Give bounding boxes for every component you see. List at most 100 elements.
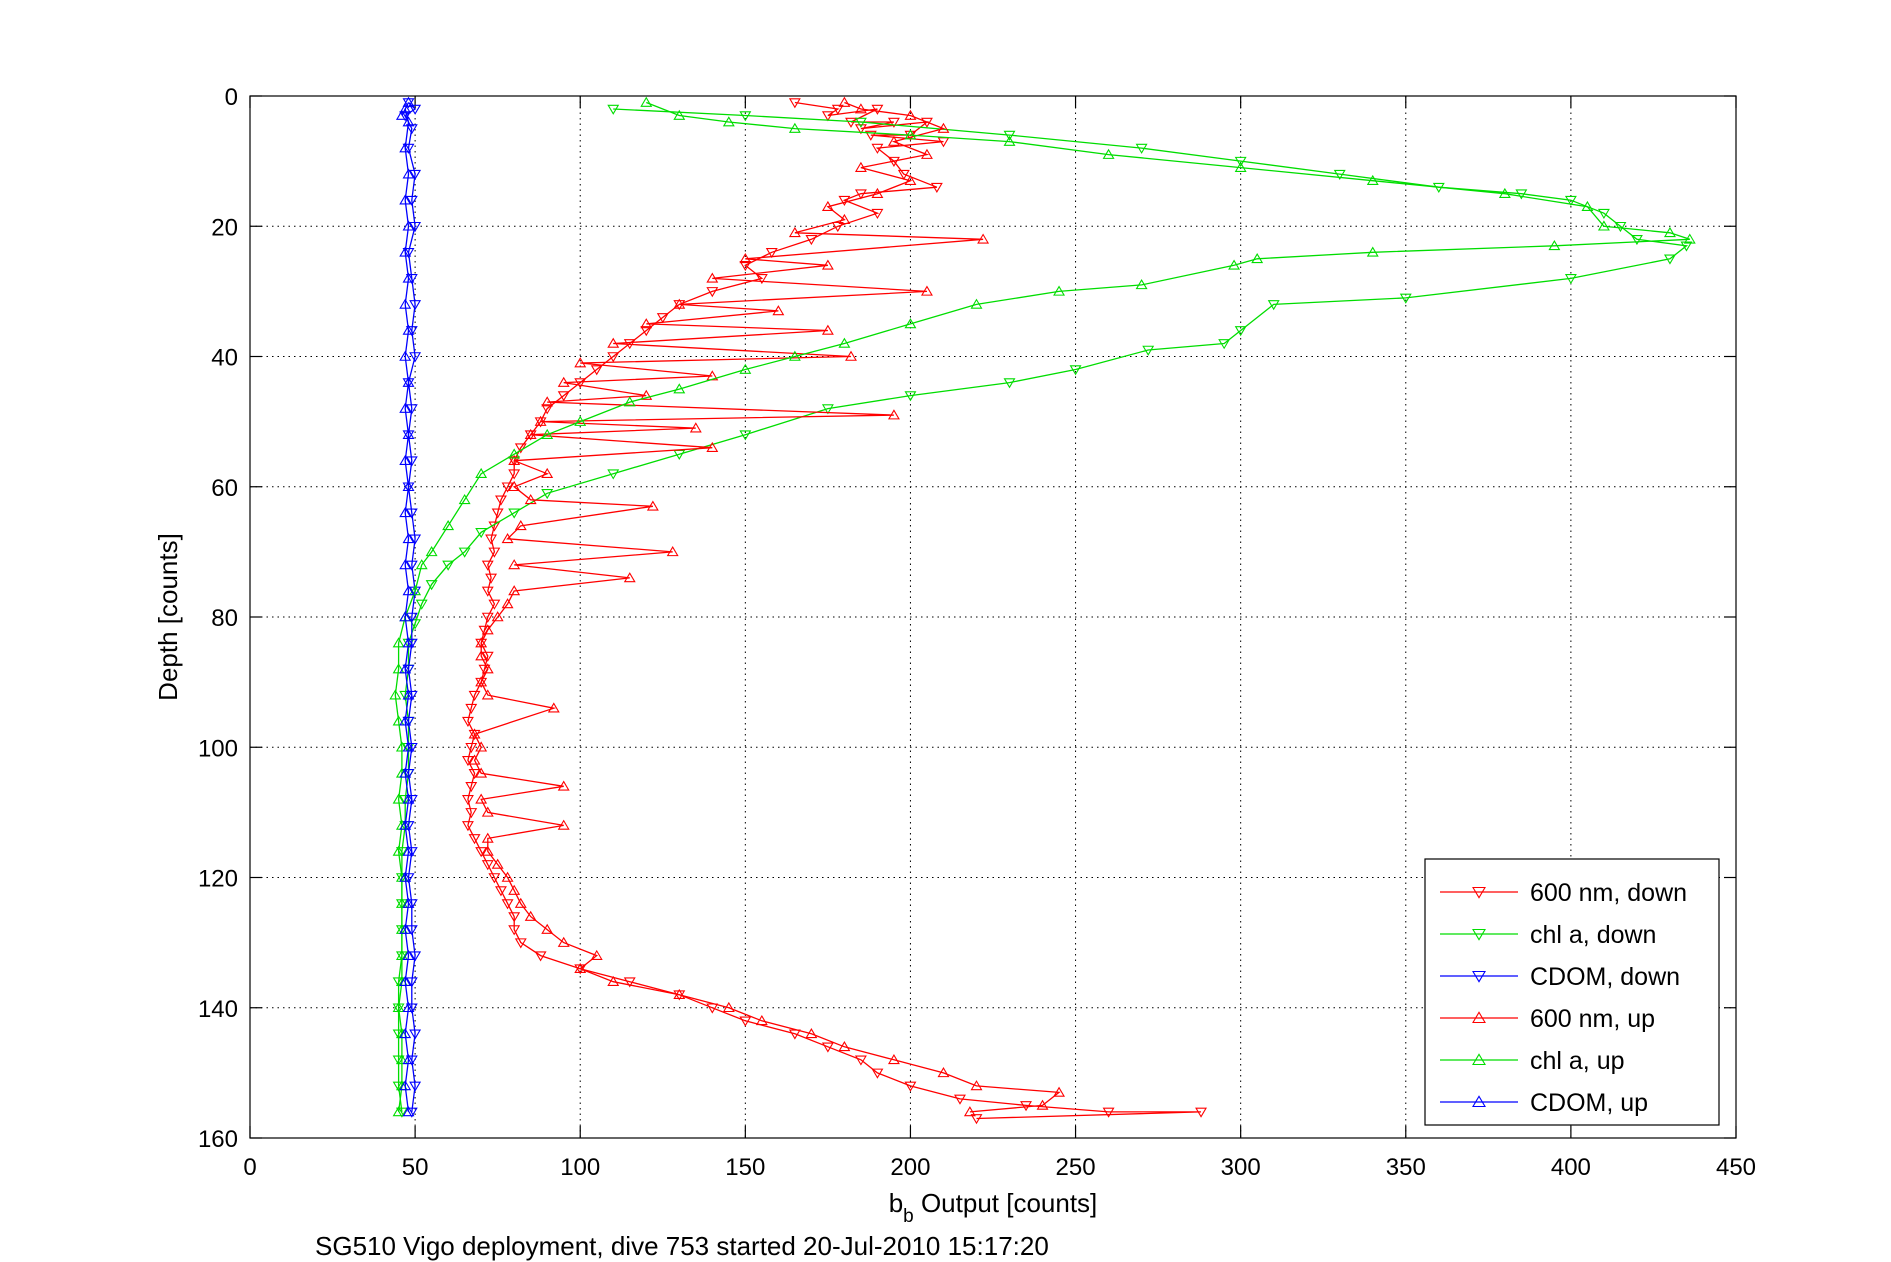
data-point (405, 195, 418, 207)
data-point (864, 130, 877, 141)
data-point (405, 1003, 418, 1014)
data-point (399, 350, 412, 361)
data-point (399, 1027, 412, 1039)
series-0 (461, 98, 1208, 1125)
data-point (392, 793, 405, 804)
data-point (854, 124, 867, 135)
data-point (508, 925, 521, 936)
data-point (508, 912, 521, 923)
x-tick-label: 350 (1386, 1154, 1426, 1181)
data-point (402, 116, 415, 127)
data-point (607, 104, 620, 115)
data-point (739, 261, 752, 272)
data-point (821, 324, 834, 335)
data-point (514, 897, 527, 908)
series-2 (399, 98, 422, 1118)
x-tick-label: 150 (725, 1154, 765, 1181)
data-point (402, 821, 415, 832)
data-point (465, 808, 478, 819)
data-point (524, 910, 537, 921)
data-point (508, 469, 521, 480)
data-point (409, 104, 422, 115)
data-point (481, 612, 494, 623)
data-point (920, 148, 933, 159)
data-point (739, 111, 752, 122)
x-axis-label: bb Output [counts] (889, 1188, 1098, 1227)
data-point (409, 352, 422, 363)
data-point (887, 135, 900, 146)
data-point (402, 324, 415, 335)
data-point (488, 547, 501, 558)
data-point (788, 122, 801, 133)
data-point (409, 1081, 422, 1092)
data-point (475, 528, 488, 539)
data-point (481, 806, 494, 817)
data-point (722, 116, 735, 127)
data-point (821, 404, 834, 415)
data-point (534, 415, 547, 426)
data-point (395, 847, 408, 858)
data-point (409, 534, 422, 545)
data-point (1267, 300, 1280, 311)
x-tick-label: 200 (890, 1154, 930, 1181)
data-point (854, 1055, 867, 1066)
data-point (392, 1055, 405, 1066)
axis-ticks (249, 95, 1737, 1139)
data-point (640, 96, 653, 107)
data-point (405, 508, 418, 519)
data-point (402, 248, 415, 259)
data-point (1142, 345, 1155, 356)
data-point (425, 546, 438, 557)
legend-label: chl a, up (1530, 1047, 1625, 1075)
data-point (395, 741, 408, 752)
data-point (402, 873, 415, 884)
data-point (395, 949, 408, 960)
data-point (402, 793, 415, 804)
data-point (1333, 169, 1346, 180)
data-point (954, 1094, 966, 1105)
data-point (821, 1042, 834, 1053)
data-point (937, 122, 950, 133)
data-point (399, 819, 412, 830)
data-point (920, 285, 933, 296)
x-tick-label: 100 (560, 1154, 600, 1181)
data-point (475, 767, 488, 778)
legend: 600 nm, down chl a, down CDOM, down 600 nm,… (1424, 858, 1720, 1126)
data-point (508, 454, 521, 466)
legend-label: 600 nm, up (1530, 1005, 1655, 1033)
data-point (788, 226, 801, 238)
data-point (788, 98, 801, 109)
data-point (491, 508, 504, 519)
data-point (481, 860, 494, 871)
data-point (399, 871, 412, 882)
data-point (514, 519, 527, 531)
data-point (399, 611, 412, 622)
data-point (405, 690, 418, 701)
data-point (402, 741, 415, 752)
data-point (970, 1114, 983, 1125)
data-point (590, 365, 603, 376)
data-point (501, 482, 514, 493)
data-point (409, 169, 422, 180)
data-point (399, 454, 412, 466)
data-point (402, 533, 415, 544)
data-point (887, 409, 900, 420)
data-point (392, 977, 405, 988)
legend-swatch-marker (1472, 886, 1486, 899)
legend-label: 600 nm, down (1530, 879, 1687, 907)
data-point (409, 951, 422, 962)
data-point (399, 111, 412, 122)
data-point (1195, 1107, 1208, 1118)
data-point (541, 488, 554, 500)
data-point (501, 598, 514, 609)
data-point (904, 391, 917, 402)
data-point (481, 832, 494, 843)
data-point (458, 547, 471, 558)
data-point (481, 663, 494, 674)
data-point (821, 259, 834, 270)
data-point (488, 873, 501, 884)
y-tick-label: 80 (211, 605, 238, 632)
data-point (1663, 254, 1676, 265)
data-point (402, 637, 415, 648)
legend-label: CDOM, down (1530, 963, 1680, 991)
